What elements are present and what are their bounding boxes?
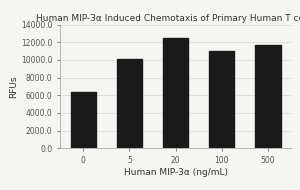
- Bar: [209, 51, 234, 148]
- Bar: [163, 38, 188, 148]
- Y-axis label: RFUs: RFUs: [9, 75, 18, 98]
- Bar: [70, 92, 96, 148]
- X-axis label: Human MIP-3α (ng/mL): Human MIP-3α (ng/mL): [124, 168, 227, 177]
- Title: Human MIP-3α Induced Chemotaxis of Primary Human T cells: Human MIP-3α Induced Chemotaxis of Prima…: [37, 13, 300, 23]
- Bar: [255, 45, 280, 148]
- Bar: [117, 59, 142, 148]
